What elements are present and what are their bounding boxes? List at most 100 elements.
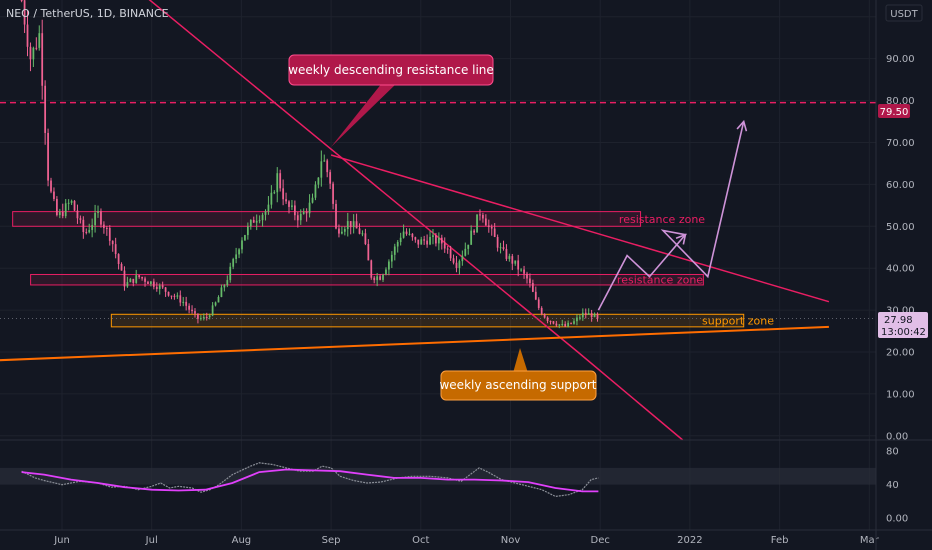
- y-tick-label-10: 0.00: [886, 431, 908, 442]
- candle-body-147: [452, 258, 455, 263]
- rsi-tick-label-1: 40: [886, 480, 899, 491]
- candle-body-85: [270, 192, 273, 205]
- candle-body-54: [179, 295, 182, 303]
- candle-body-22: [85, 231, 88, 233]
- candle-body-112: [349, 221, 352, 228]
- zone-label-support: support zone: [702, 315, 774, 328]
- callout-support-text: weekly ascending support: [439, 378, 596, 392]
- candle-body-158: [484, 218, 487, 226]
- candle-body-142: [437, 237, 440, 244]
- candle-body-66: [214, 302, 217, 306]
- candle-body-39: [135, 275, 138, 283]
- candle-body-161: [493, 228, 496, 237]
- candle-body-28: [103, 224, 105, 228]
- x-tick-label-4: Oct: [412, 535, 429, 546]
- zone-label-resistance-lower: resistance zone: [617, 274, 703, 287]
- candle-body-140: [432, 235, 434, 237]
- candle-body-194: [590, 313, 593, 318]
- y-tick-label-8: 20.00: [886, 348, 915, 359]
- trendline-support-2: [0, 325, 829, 362]
- y-tick-label-3: 70.00: [886, 138, 915, 149]
- candle-body-45: [152, 281, 155, 287]
- candle-body-98: [308, 202, 311, 214]
- currency-box[interactable]: [885, 4, 923, 22]
- candle-body-92: [291, 205, 293, 207]
- candle-body-148: [455, 262, 458, 268]
- candle-body-55: [182, 301, 185, 303]
- candle-body-171: [523, 269, 525, 274]
- candle-body-50: [167, 291, 170, 296]
- projection-arrowhead-end: [736, 119, 748, 132]
- candle-body-36: [126, 282, 129, 287]
- candle-body-93: [293, 205, 296, 216]
- x-tick-label-8: Feb: [771, 535, 789, 546]
- candle-body-164: [502, 247, 505, 249]
- candle-body-83: [264, 211, 267, 215]
- candle-body-132: [408, 233, 411, 235]
- countdown-text: 13:00:42: [881, 327, 926, 338]
- x-tick-label-7: 2022: [677, 535, 702, 546]
- level-badge: 79.50: [878, 104, 910, 118]
- candle-body-95: [299, 213, 302, 221]
- candle-body-155: [476, 214, 478, 233]
- candle-body-159: [487, 225, 490, 227]
- projection: [597, 119, 748, 311]
- candle-body-105: [329, 172, 332, 184]
- candle-body-151: [464, 248, 467, 256]
- currency-label: USDT: [890, 9, 918, 20]
- candle-body-156: [479, 214, 481, 216]
- candle-body-6: [38, 33, 41, 48]
- candle-body-80: [255, 220, 258, 223]
- candle-body-184: [561, 324, 564, 326]
- candle-body-68: [220, 287, 223, 297]
- candle-body-13: [58, 212, 61, 216]
- last-price-badge-box: [878, 312, 928, 338]
- candle-body-139: [429, 236, 431, 245]
- x-tick-label-9: Mar: [860, 535, 880, 546]
- candle-body-48: [161, 285, 164, 288]
- projection-arrowhead-mid: [675, 233, 687, 245]
- candle-body-110: [343, 229, 346, 232]
- candle-body-121: [376, 276, 379, 281]
- candle-body-35: [123, 270, 126, 287]
- candle-body-160: [490, 226, 493, 229]
- candle-body-111: [346, 221, 349, 230]
- candle-body-165: [505, 248, 508, 259]
- x-tick-label-5: Nov: [501, 535, 521, 546]
- candle-body-174: [531, 283, 534, 292]
- candle-body-154: [473, 230, 475, 233]
- candle-body-72: [232, 259, 235, 267]
- candle-body-102: [320, 161, 323, 178]
- candle-body-125: [388, 261, 390, 270]
- rsi-tick-label-0: 80: [886, 447, 899, 458]
- candle-body-59: [194, 311, 196, 314]
- candle-body-84: [267, 204, 270, 212]
- candle-body-75: [241, 240, 243, 250]
- candle-body-62: [202, 317, 205, 319]
- candle-body-104: [326, 160, 329, 173]
- candle-body-29: [105, 227, 108, 229]
- candle-body-135: [417, 239, 420, 245]
- x-tick-label-3: Sep: [322, 535, 341, 546]
- candle-body-145: [446, 248, 449, 250]
- candle-body-117: [364, 233, 367, 245]
- candle-body-73: [235, 254, 238, 260]
- candle-body-32: [114, 244, 117, 255]
- candle-body-137: [423, 239, 426, 241]
- candle-body-94: [296, 215, 299, 221]
- candle-body-130: [402, 231, 405, 238]
- candle-body-163: [499, 247, 502, 249]
- candle-body-138: [426, 240, 428, 245]
- grid: [0, 0, 876, 530]
- candle-body-143: [440, 237, 443, 244]
- candle-body-157: [482, 215, 484, 219]
- candle-body-33: [117, 254, 120, 264]
- candle-body-38: [132, 278, 135, 283]
- candle-body-124: [385, 269, 387, 275]
- candle-body-190: [578, 317, 581, 319]
- candle-body-53: [176, 295, 179, 297]
- candle-body-144: [443, 243, 446, 249]
- callout-resistance-pointer: [331, 83, 397, 147]
